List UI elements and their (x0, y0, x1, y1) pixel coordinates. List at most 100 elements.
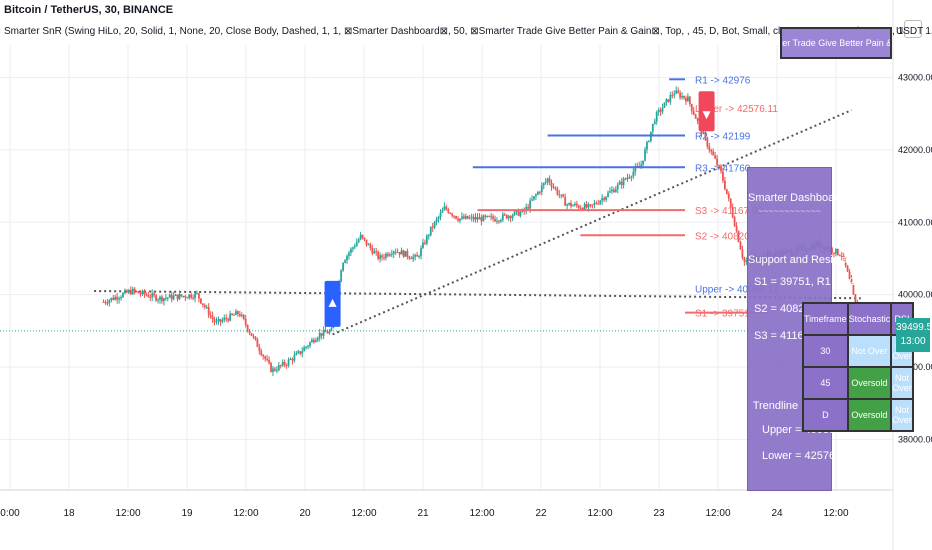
candle (690, 104, 693, 111)
candle (295, 352, 298, 356)
candle (712, 151, 715, 156)
candle (612, 189, 615, 193)
candle (344, 260, 346, 263)
candle (474, 217, 477, 220)
candle (577, 205, 580, 208)
candle (439, 212, 442, 218)
candle (835, 248, 837, 254)
candle (737, 231, 740, 242)
candle (305, 346, 307, 348)
candle (517, 210, 520, 216)
candle (556, 188, 559, 195)
candle (240, 314, 243, 316)
currency-label[interactable]: USDT (896, 26, 924, 37)
candle (560, 194, 563, 196)
current-price-tag: 39499.51 13:00 (896, 318, 932, 352)
candle (457, 218, 459, 221)
candle (312, 339, 315, 343)
candle (472, 216, 475, 220)
candle (359, 234, 362, 240)
candle (161, 296, 163, 302)
candle (529, 200, 531, 209)
candle (589, 204, 592, 206)
candle (379, 255, 382, 259)
candle (402, 250, 405, 257)
settings-icon[interactable] (904, 20, 922, 38)
candle (661, 107, 664, 112)
candle (394, 251, 397, 253)
candle (511, 215, 514, 219)
candle (478, 217, 481, 220)
candle (102, 301, 105, 303)
candle (716, 158, 718, 166)
candle (683, 95, 685, 99)
candle (743, 257, 746, 262)
candle (486, 215, 489, 217)
candle (566, 204, 569, 206)
candle (492, 216, 494, 219)
candle (501, 214, 504, 220)
candle (324, 329, 327, 333)
candle (264, 356, 267, 359)
x-tick-label: 12:00 (233, 508, 258, 519)
candle (408, 256, 411, 259)
candle (285, 365, 288, 367)
candle (632, 171, 635, 177)
indicator-legend[interactable]: Smarter SnR (Swing HiLo, 20, Solid, 1, N… (4, 26, 932, 37)
candle (642, 160, 644, 165)
arrow-up-icon (328, 298, 337, 307)
candle (270, 362, 272, 372)
x-tick-label: 19 (181, 508, 193, 519)
candle (675, 90, 678, 94)
candle (490, 216, 493, 218)
table-header-timeframe: Timeframe (802, 302, 849, 336)
candle (651, 123, 654, 132)
candle (365, 239, 368, 245)
candle (248, 330, 251, 333)
candle (626, 177, 629, 180)
candle (568, 202, 570, 205)
trendline-label: Lower -> 42576.11 (695, 104, 778, 115)
candle (496, 220, 498, 222)
candle (406, 251, 409, 257)
candle (540, 185, 543, 193)
candle (702, 132, 705, 134)
sr-line-1: S1 = 39751, R1 = 42976 (754, 276, 874, 288)
table-header-stochastic: Stochastic (846, 302, 893, 336)
candle (410, 258, 413, 260)
arrow-down-icon (702, 111, 711, 120)
candle (431, 226, 434, 228)
candle (733, 217, 736, 227)
candle (727, 193, 730, 199)
candle (429, 226, 432, 236)
candle (172, 295, 175, 300)
candle (357, 239, 360, 243)
candle (466, 215, 469, 219)
candle (418, 256, 420, 258)
candle (618, 181, 621, 185)
candle (373, 251, 376, 254)
candle (289, 359, 292, 361)
candle (262, 355, 265, 357)
y-tick-label: 38000.00 (898, 434, 932, 444)
candle (186, 297, 189, 299)
candle (535, 194, 537, 197)
candle (622, 178, 625, 186)
x-tick-label: 12:00 (351, 508, 376, 519)
candle (542, 183, 545, 186)
candle (706, 137, 709, 147)
candle (227, 319, 230, 321)
candle (640, 164, 643, 167)
candle (346, 255, 348, 261)
candle (112, 297, 115, 300)
candle (831, 248, 833, 253)
support-label: S2 -> 40820 (695, 231, 750, 242)
candle (558, 194, 561, 196)
candle (846, 265, 849, 272)
candle (355, 242, 358, 247)
candle (201, 303, 204, 305)
candle (125, 290, 128, 293)
candle (381, 255, 383, 258)
candle (696, 118, 699, 121)
